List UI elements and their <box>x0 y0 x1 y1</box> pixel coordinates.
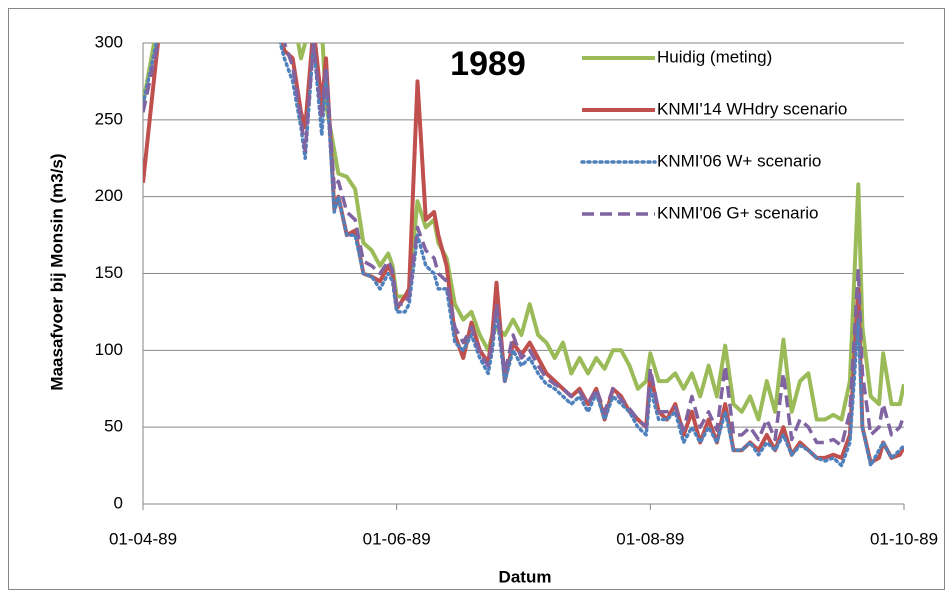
x-tick-label: 01-10-89 <box>870 529 938 548</box>
y-tick-label: 250 <box>95 109 123 128</box>
y-tick-label: 300 <box>95 32 123 51</box>
legend-label: KNMI'06 W+ scenario <box>657 151 821 170</box>
y-tick-label: 100 <box>95 340 123 359</box>
legend-label: KNMI'06 G+ scenario <box>657 203 819 222</box>
grid: 0 50 100 150 200 250 300 01-04-89 01-06-89 01-08-… <box>95 32 938 548</box>
legend-label: KNMI'14 WHdry scenario <box>657 99 847 118</box>
series-line <box>143 43 904 448</box>
y-tick-label: 0 <box>114 493 123 512</box>
x-tick-label: 01-04-89 <box>109 529 177 548</box>
y-tick-label: 50 <box>104 417 123 436</box>
x-axis-label: Datum <box>499 567 552 586</box>
series-line <box>143 43 904 468</box>
chart-frame <box>8 8 945 590</box>
series-line <box>143 43 904 422</box>
y-tick-label: 150 <box>95 263 123 282</box>
plot-area <box>143 43 904 468</box>
chart-title: 1989 <box>450 45 526 83</box>
x-tick-label: 01-06-89 <box>363 529 431 548</box>
x-tick-label: 01-08-89 <box>616 529 684 548</box>
y-tick-label: 200 <box>95 186 123 205</box>
y-axis-label: Maasafvoer bij Monsin (m3/s) <box>47 153 66 390</box>
legend-label: Huidig (meting) <box>657 47 772 66</box>
legend: Huidig (meting) KNMI'14 WHdry scenario KNM… <box>580 47 847 222</box>
